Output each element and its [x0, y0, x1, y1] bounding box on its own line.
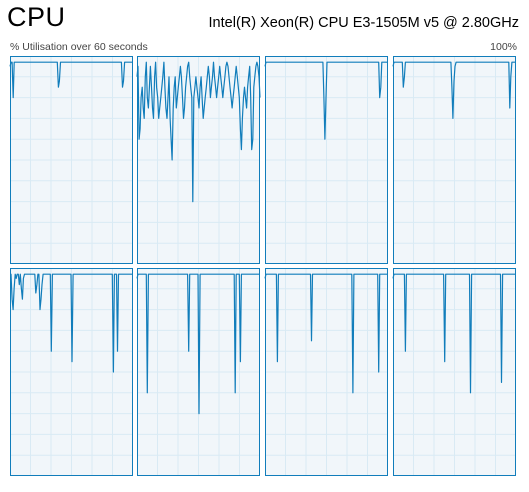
processor-name: Intel(R) Xeon(R) CPU E3-1505M v5 @ 2.80G… [208, 15, 519, 31]
graph-max-label: 100% [490, 41, 517, 53]
graph-caption: % Utilisation over 60 seconds [10, 41, 148, 53]
core-graph-2 [136, 56, 261, 264]
core-graph-border [137, 56, 260, 264]
core-utilisation-line [392, 273, 516, 394]
core-graph-border [10, 56, 133, 264]
core-graph-border [393, 56, 516, 264]
core-graph-border [137, 268, 260, 476]
core-graph-border [265, 268, 388, 476]
core-utilisation-line [9, 61, 133, 99]
core-utilisation-line [136, 273, 260, 415]
core-graph-border [393, 268, 516, 476]
core-utilisation-line [10, 273, 133, 373]
core-graph-border [265, 56, 388, 264]
core-graph-8 [392, 268, 516, 476]
core-graph-6 [136, 268, 260, 476]
core-graph-3 [264, 56, 388, 264]
core-graph-border [10, 268, 133, 476]
core-utilisation-line [136, 61, 261, 203]
core-utilisation-line [264, 273, 388, 394]
core-utilisation-line [264, 61, 388, 140]
page-title: CPU [7, 2, 66, 32]
core-graph-4 [392, 56, 516, 264]
core-graph-5 [10, 268, 133, 476]
core-graph-1 [9, 56, 133, 264]
core-graph-7 [264, 268, 388, 476]
core-utilisation-line [392, 61, 516, 120]
